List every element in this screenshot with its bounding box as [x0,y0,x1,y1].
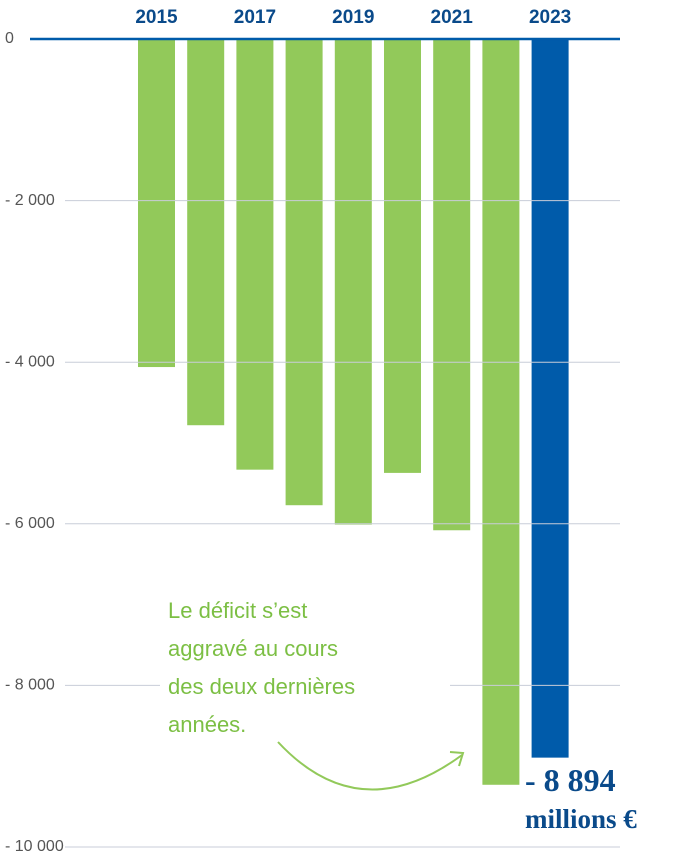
y-tick-label: - 2 000 [5,192,55,209]
x-tick-label: 2021 [431,7,474,28]
unit-label: millions € [525,804,637,834]
annotation: aggravé au cours [168,636,338,661]
annotation: des deux dernières [168,674,355,699]
y-tick-label: - 6 000 [5,515,55,532]
bar [531,39,569,758]
arrow-head [449,751,465,767]
annotation: années. [168,712,246,737]
bar [285,39,323,506]
annotation: Le déficit s’est [168,598,307,623]
y-tick-label: - 4 000 [5,353,55,370]
value-label: - 8 894 [525,762,616,798]
bar [334,39,372,525]
bar [433,39,471,531]
x-tick-label: 2015 [135,7,178,28]
x-tick-label: 2017 [234,7,276,28]
bar [187,39,225,426]
bar [138,39,175,368]
y-tick-label: - 10 000 [5,838,64,855]
y-tick-label: 0 [5,30,14,47]
bar [236,39,274,470]
x-tick-label: 2019 [332,7,374,28]
bar [482,39,520,785]
bar [384,39,421,473]
annotation-arrow [277,741,463,791]
annotation-background [160,592,450,740]
y-tick-label: - 8 000 [5,677,55,694]
x-tick-label: 2023 [529,7,571,28]
